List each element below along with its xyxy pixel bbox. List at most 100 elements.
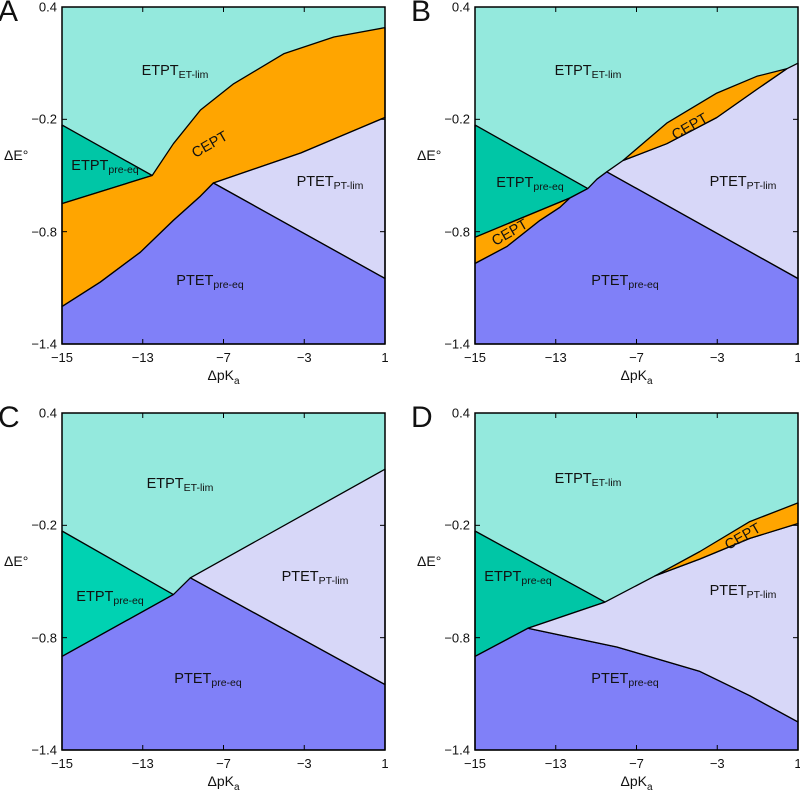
region-label-main: ETPT [554,471,592,487]
region-label-etpt-et-lim: ETPTET-lim [555,63,622,81]
region-label-etpt-pre-eq: ETPTpre-eq [71,158,138,176]
region-label-main: PTET [174,671,212,687]
region-label-main: ETPT [146,476,184,492]
panel-letter: B [411,0,432,28]
y-tick-label: −0.2 [444,517,470,533]
panel-letter: C [0,401,20,434]
x-tick-label: 1 [381,756,389,771]
x-tick-label: −7 [629,350,644,365]
y-tick-label: −0.8 [444,224,470,240]
region-label-subscript: pre-eq [533,181,564,193]
region-label-etpt-pre-eq: ETPTpre-eq [76,589,143,607]
x-tick-label: −15 [463,756,487,771]
x-axis-label-subscript: a [233,375,240,387]
region-label-etpt-pre-eq: ETPTpre-eq [484,569,551,587]
x-tick-label: −13 [544,350,567,365]
x-axis-label-subscript: a [646,781,653,793]
y-axis-label: ΔE° [4,553,29,569]
x-axis-label-text: ΔpK [207,367,234,383]
region-label-main: PTET [709,174,747,190]
region-label-main: ETPT [141,63,179,79]
x-tick-label: 1 [381,350,389,365]
region-label-main: ETPT [76,589,114,605]
region-label-ptet-pt-lim: PTETPT-lim [282,569,349,587]
region-label-subscript: PT-lim [746,180,777,192]
region-label-subscript: ET-lim [591,69,622,81]
region-label-subscript: pre-eq [628,279,659,291]
x-axis-label: ΔpKa [620,773,652,793]
x-axis-label-text: ΔpK [620,773,647,789]
phase-diagram-plot [474,6,799,345]
y-tick-label: −0.8 [31,224,57,240]
region-label-etpt-et-lim: ETPTET-lim [147,476,214,494]
panel-d: D 0.4 −0.2 −0.8 −1.4 −15 −13 −7 −3 1 ΔpKa ΔE° ETPTET… [411,403,800,793]
y-axis-label: ΔE° [417,147,442,163]
y-tick-label: −0.2 [444,111,470,127]
y-tick-label: 0.4 [451,0,470,15]
y-tick-label: −1.4 [444,742,470,758]
y-tick-label: −1.4 [31,742,57,758]
region-cept [622,68,788,162]
x-tick-label: −13 [131,350,154,365]
region-label-main: PTET [281,569,319,585]
region-label-subscript: pre-eq [108,164,139,176]
region-label-subscript: PT-lim [333,180,364,192]
region-label-main: PTET [709,583,747,599]
x-tick-label: 1 [794,756,800,771]
phase-diagram-plot [474,412,799,751]
x-tick-label: −13 [131,756,154,771]
region-label-subscript: pre-eq [213,279,244,291]
region-label-main: PTET [176,273,214,289]
region-label-main: ETPT [554,63,592,79]
panel-c: C 0.4 −0.2 −0.8 −1.4 −15 −13 −7 −3 1 ΔpKa ΔE° ETPTET… [0,403,389,793]
y-tick-label: −0.8 [31,630,57,646]
region-label-subscript: ET-lim [183,482,214,494]
x-axis-label-subscript: a [233,781,240,793]
y-tick-label: −0.8 [444,630,470,646]
region-label-subscript: pre-eq [113,595,144,607]
region-label-etpt-pre-eq: ETPTpre-eq [496,175,563,193]
x-tick-label: −3 [296,350,312,365]
x-tick-label: −7 [216,350,231,365]
region-label-main: ETPT [496,175,534,191]
region-label-ptet-pt-lim: PTETPT-lim [710,174,777,192]
region-label-main: ETPT [484,569,522,585]
x-tick-label: −7 [216,756,231,771]
x-tick-label: −7 [629,756,644,771]
region-label-etpt-et-lim: ETPTET-lim [142,63,209,81]
x-axis-label: ΔpKa [620,367,652,387]
region-label-ptet-pt-lim: PTETPT-lim [710,583,777,601]
region-label-subscript: pre-eq [211,677,242,689]
x-tick-label: −13 [544,756,567,771]
region-label-ptet-pre-eq: PTETpre-eq [174,671,241,689]
phase-diagram-plot [61,6,386,345]
y-tick-label: −1.4 [444,336,470,352]
y-axis-label: ΔE° [417,553,442,569]
x-axis-label: ΔpKa [207,367,239,387]
region-label-ptet-pre-eq: PTETpre-eq [591,671,658,689]
region-label-main: PTET [296,174,334,190]
panel-letter: D [411,401,433,434]
region-label-subscript: pre-eq [628,677,659,689]
region-label-subscript: ET-lim [178,69,209,81]
y-tick-label: −0.2 [31,111,57,127]
x-tick-label: −3 [709,350,725,365]
region-label-ptet-pre-eq: PTETpre-eq [591,273,658,291]
region-label-subscript: pre-eq [521,575,552,587]
panel-letter: A [0,0,19,28]
region-label-subscript: PT-lim [746,589,777,601]
region-label-ptet-pt-lim: PTETPT-lim [297,174,364,192]
x-tick-label: 1 [794,350,800,365]
y-tick-label: 0.4 [38,405,57,421]
y-tick-label: −0.2 [31,517,57,533]
panel-a: A 0.4 −0.2 −0.8 −1.4 −15 −13 −7 −3 1 ΔpKa ΔE° ETPTET… [0,0,389,387]
x-axis-label-text: ΔpK [620,367,647,383]
phase-diagram-plot [61,412,386,751]
panel-b: B 0.4 −0.2 −0.8 −1.4 −15 −13 −7 −3 1 ΔpKa ΔE° ETPTET… [411,0,800,387]
region-label-etpt-et-lim: ETPTET-lim [555,471,622,489]
y-tick-label: 0.4 [38,0,57,15]
x-tick-label: −3 [709,756,725,771]
region-label-main: PTET [591,273,629,289]
region-label-subscript: ET-lim [591,477,622,489]
region-label-ptet-pre-eq: PTETpre-eq [176,273,243,291]
